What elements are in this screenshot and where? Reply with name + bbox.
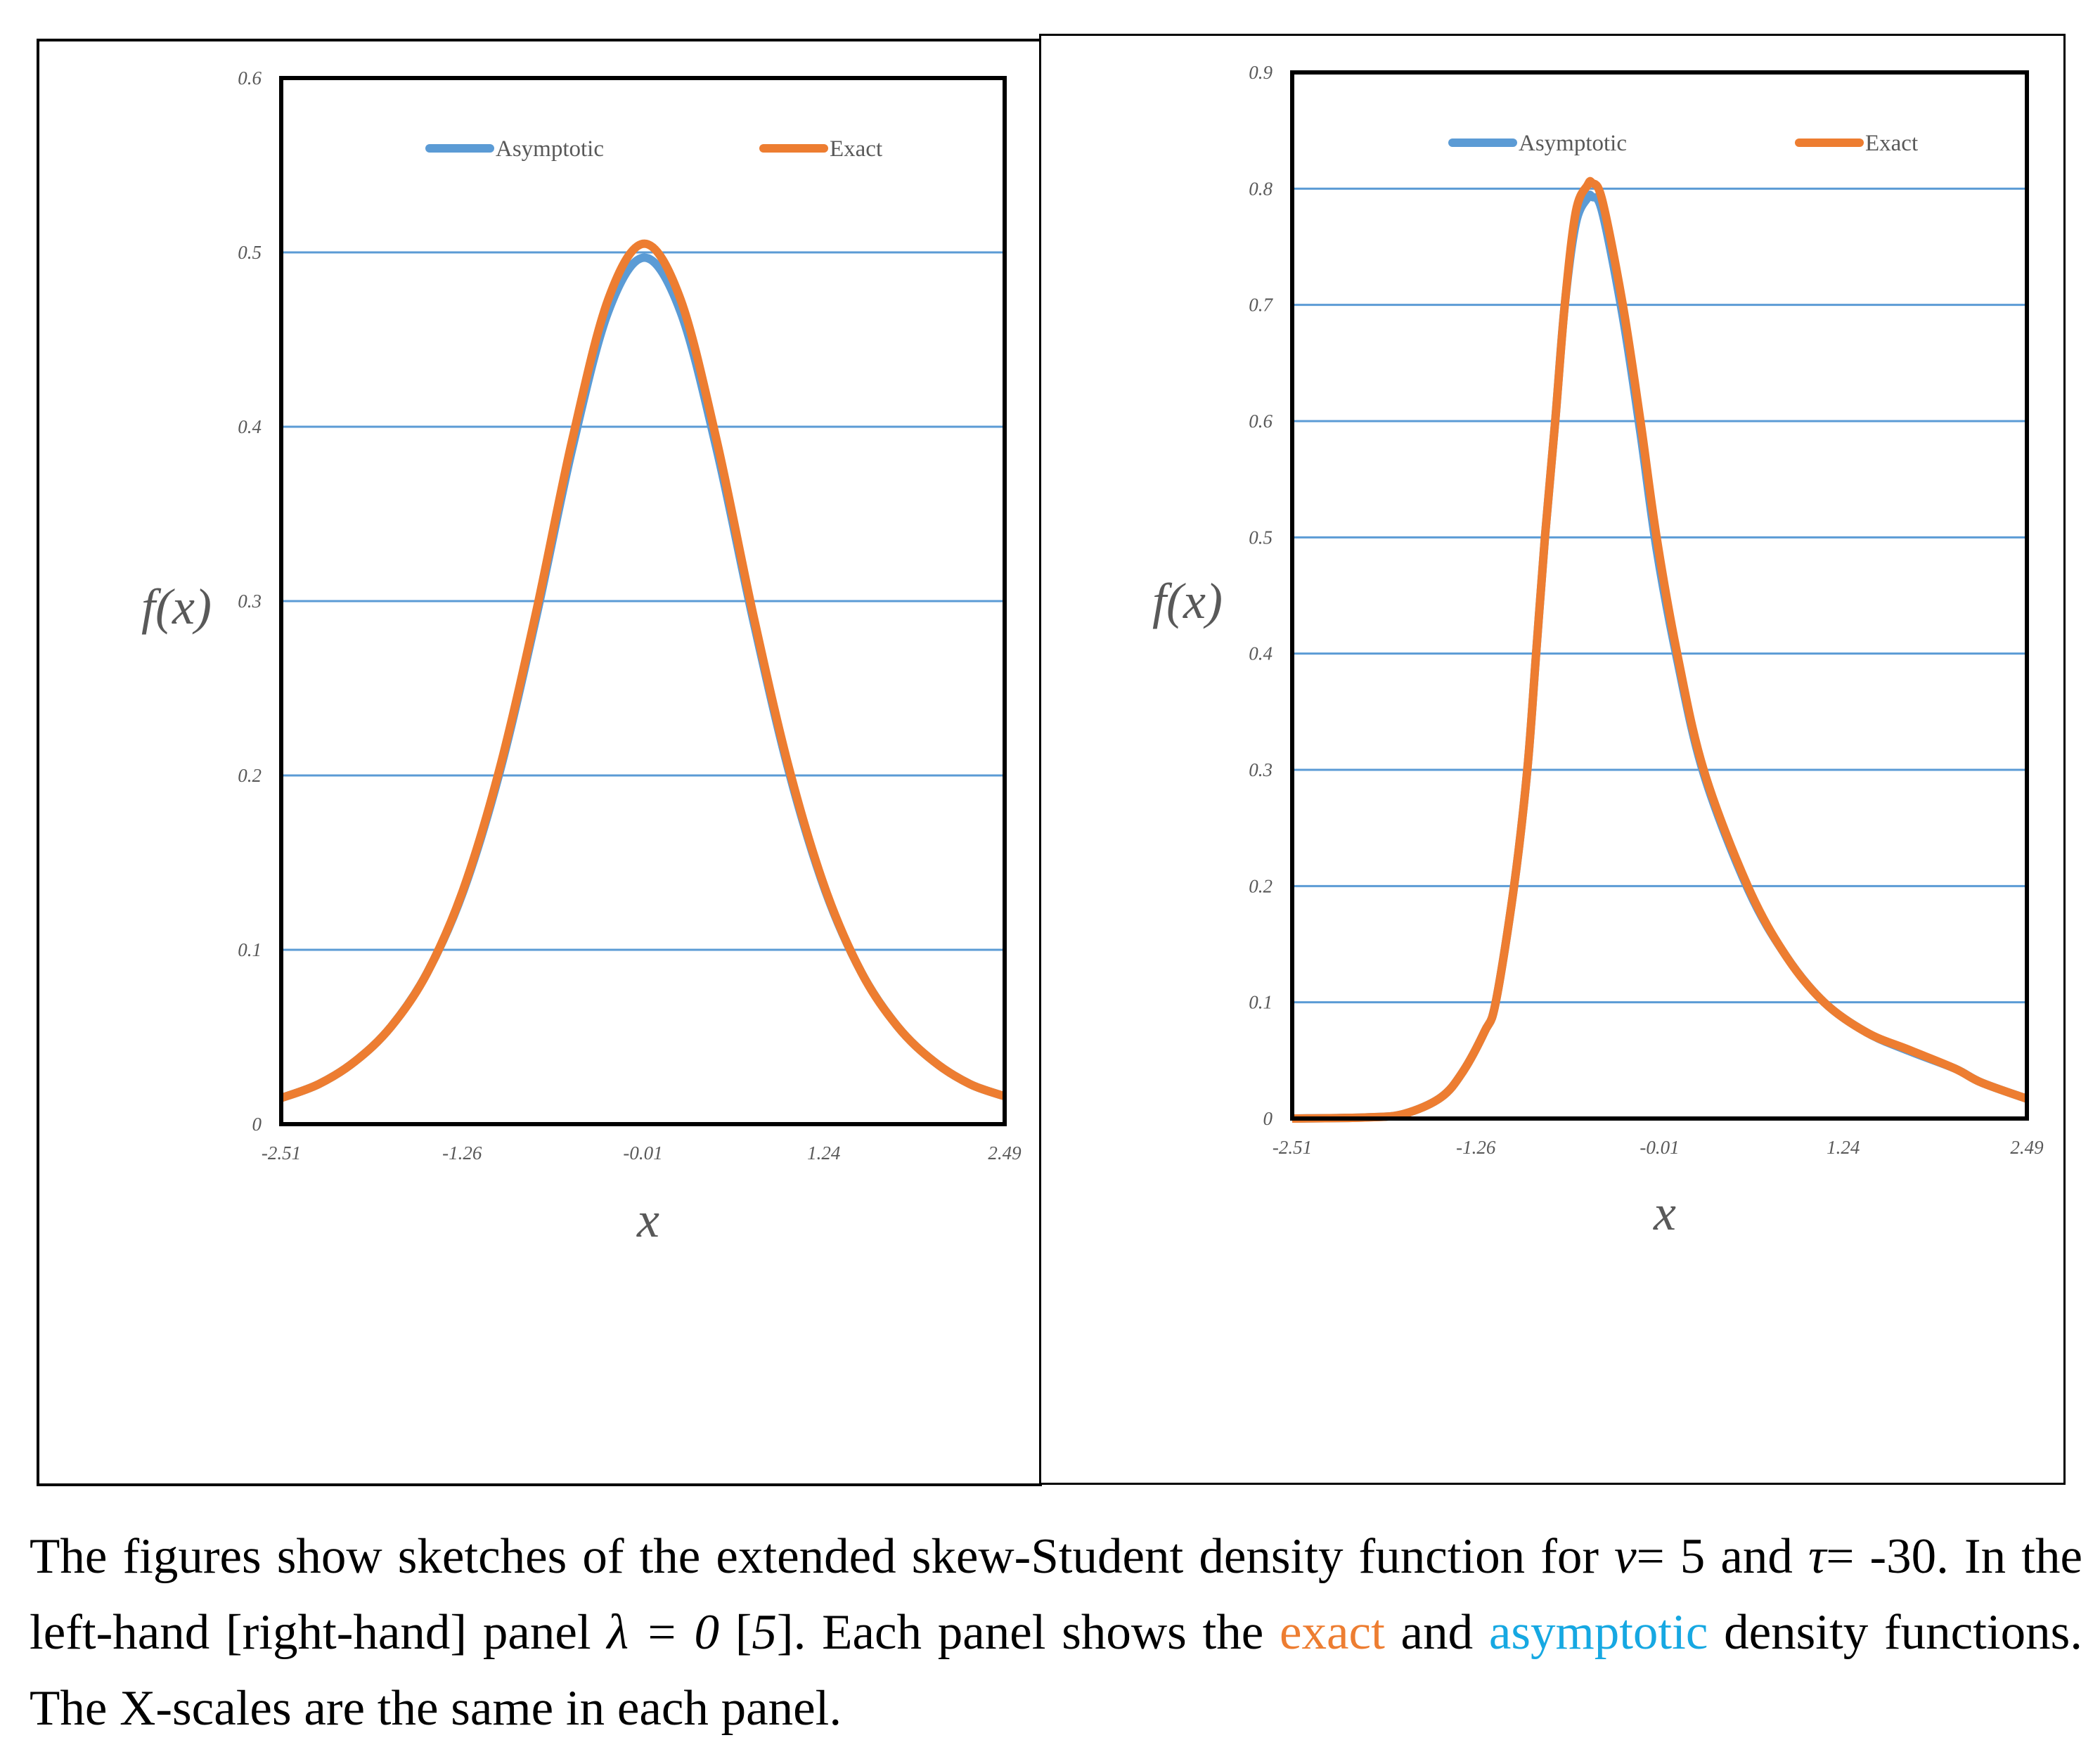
caption-text-1: The figures show sketches of the extende…: [30, 1529, 1615, 1584]
caption-text-6: and: [1384, 1605, 1489, 1660]
caption-asymptotic-word: asymptotic: [1488, 1605, 1708, 1660]
y-tick-label: 0.4: [1249, 643, 1273, 664]
caption-text-7: density functions. The X-scales are the …: [30, 1605, 2082, 1736]
series-line-exact: [279, 239, 1006, 1102]
y-tick-label: 0.4: [238, 416, 262, 437]
y-tick-label: 0.6: [238, 67, 262, 89]
y-tick-label: 0.3: [1249, 759, 1273, 780]
y-axis-title: f(x): [141, 579, 212, 635]
y-tick-label: 0.5: [238, 242, 262, 263]
y-tick-label: 0: [252, 1114, 262, 1135]
y-tick-label: 0.1: [238, 939, 262, 960]
y-tick-label: 0.6: [1249, 411, 1273, 432]
nu-symbol: ν: [1614, 1529, 1637, 1584]
caption-text-2: = 5 and: [1636, 1529, 1808, 1584]
series-line-exact: [1291, 176, 2029, 1123]
figure-caption: The figures show sketches of the extende…: [30, 1519, 2082, 1746]
series-line-asymptotic: [279, 253, 1006, 1102]
x-tick-label: 1.24: [1827, 1137, 1860, 1158]
x-tick-label: 2.49: [2010, 1137, 2044, 1158]
x-tick-label: -2.51: [1273, 1137, 1312, 1158]
legend-label-asymptotic: Asymptotic: [496, 136, 604, 162]
legend-label-exact: Exact: [830, 136, 882, 162]
caption-text-4: [: [719, 1605, 752, 1660]
caption-exact-word: exact: [1280, 1605, 1385, 1660]
x-tick-label: -1.26: [1456, 1137, 1496, 1158]
y-tick-label: 0.1: [1249, 992, 1273, 1013]
x-tick-label: -0.01: [623, 1142, 662, 1164]
x-tick-label: -0.01: [1640, 1137, 1679, 1158]
lambda-expression: λ = 0: [607, 1605, 720, 1660]
y-tick-label: 0: [1263, 1108, 1273, 1129]
y-tick-label: 0.7: [1249, 295, 1273, 316]
tau-symbol: τ: [1808, 1529, 1827, 1584]
left-density-chart: 0 0.1 0.2 0.3 0.4 0.5 0.6 -2.51 -1.26 -0.01 1.24 2.…: [141, 67, 1022, 1248]
right-density-chart: 0 0.1 0.2 0.3 0.4 0.5 0.6 0.7 0.8 0.9 -2.51 -1.26 -0…: [1152, 62, 2044, 1241]
y-axis-title: f(x): [1152, 573, 1223, 629]
x-tick-label: 2.49: [988, 1142, 1022, 1164]
caption-text-5: ]. Each panel shows the: [776, 1605, 1280, 1660]
x-tick-label: -2.51: [262, 1142, 301, 1164]
y-tick-label: 0.9: [1249, 62, 1273, 83]
plot-frame: [279, 76, 1007, 1126]
x-axis-title: x: [636, 1192, 659, 1248]
y-tick-label: 0.5: [1249, 527, 1273, 548]
y-tick-label: 0.2: [1249, 875, 1273, 896]
y-tick-label: 0.3: [238, 591, 262, 612]
right-figure-panel: 0 0.1 0.2 0.3 0.4 0.5 0.6 0.7 0.8 0.9 -2.51 -1.26 -0…: [1039, 34, 2066, 1485]
legend-label-asymptotic: Asymptotic: [1519, 131, 1627, 156]
x-tick-label: 1.24: [807, 1142, 840, 1164]
series-line-asymptotic: [1291, 191, 2029, 1123]
legend-label-exact: Exact: [1865, 131, 1918, 156]
y-tick-label: 0.2: [238, 765, 262, 786]
plot-frame: [1290, 70, 2029, 1121]
y-tick-label: 0.8: [1249, 178, 1273, 199]
caption-text-3: = -30. In the left-hand [right-hand] pan…: [30, 1529, 2082, 1660]
x-axis-title: x: [1653, 1185, 1676, 1241]
left-figure-panel: 0 0.1 0.2 0.3 0.4 0.5 0.6 -2.51 -1.26 -0.01 1.24 2.…: [37, 39, 1042, 1486]
lambda-alt-value: 5: [752, 1605, 777, 1660]
x-tick-label: -1.26: [442, 1142, 482, 1164]
